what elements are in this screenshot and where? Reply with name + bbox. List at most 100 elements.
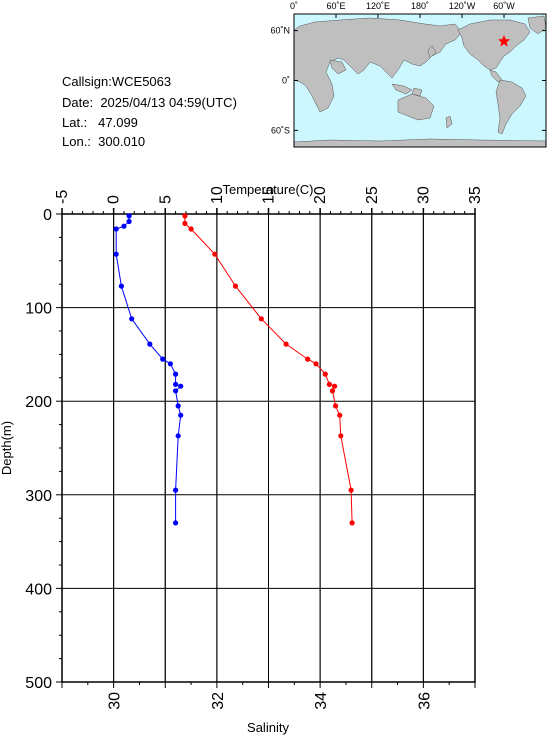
salinity-data-point [126,218,132,225]
series-layer [113,213,355,526]
callsign-label: Callsign: [62,74,112,89]
salinity-data-point [173,487,179,493]
salinity-data-point [167,361,173,367]
temperature-data-point [326,381,332,387]
salinity-profile-line [115,215,182,523]
depth-tick-label: 200 [25,394,52,411]
map-lat-tick-label: 60˚N [270,26,290,36]
lon-value: 300.010 [98,134,146,149]
temperature-data-point [329,388,336,394]
salinity-tick-label: 34 [313,692,330,710]
salinity-data-point [173,520,179,526]
depth-tick-label: 300 [25,488,52,505]
map-lat-tick-label: 60˚S [271,125,290,135]
salinity-axis: 30 32 34 36 [61,682,476,710]
lon-label: Lon.: [62,134,91,149]
temperature-data-point [182,213,188,219]
land-indonesia [391,83,423,97]
temperature-axis: -5 0 5 10 15 20 25 30 35 [54,186,484,214]
temperature-data-point [283,341,289,347]
station-marker [498,34,511,47]
depth-tick-label: 500 [25,675,52,692]
temperature-data-point [182,220,188,226]
land-japan [427,45,437,59]
salinity-data-point [147,341,153,347]
land-south-america [495,79,527,135]
salinity-tick-label: 32 [210,692,227,710]
callsign-line: Callsign:WCE5063 [62,74,171,89]
salinity-data-point [173,388,179,394]
land-antarctica [293,138,547,148]
map-landmasses [293,15,547,148]
temperature-data-point [338,433,344,439]
salinity-data-point [173,381,179,387]
temperature-data-point [333,403,339,409]
map-lon-tick-label: 180˚ [411,1,429,11]
depth-tick-label: 400 [25,581,52,598]
temperature-tick-label: 5 [157,195,174,204]
date-label: Date: [62,95,94,110]
salinity-axis-title: Salinity [247,720,289,735]
depth-tick-label: 100 [25,301,52,318]
land-north-america [457,19,531,71]
date-value: 2025/04/13 04:59(UTC) [100,95,237,110]
salinity-data-point [175,403,181,409]
salinity-tick-label: 30 [107,692,124,710]
temperature-data-point [313,361,319,367]
salinity-data-point [118,283,124,289]
salinity-data-point [178,412,184,418]
temperature-tick-label: 10 [209,186,226,204]
depth-axis-title: Depth(m) [0,421,14,475]
callsign-value: WCE5063 [111,74,172,89]
temperature-axis-title: Temperature(C) [222,182,313,197]
salinity-data-point [126,213,132,219]
temperature-data-point [258,316,264,322]
map-lat-tick-label: 0˚ [282,76,290,86]
temperature-data-point [337,412,343,418]
depth-tick-label: 0 [43,207,52,224]
salinity-data-point [129,316,135,322]
temperature-tick-label: 35 [467,186,484,204]
temperature-tick-label: 30 [415,186,432,204]
temperature-tick-label: 20 [312,186,329,204]
temperature-data-point [232,283,239,289]
salinity-data-point [113,226,119,232]
temperature-tick-label: 15 [261,186,278,204]
salinity-data-point [113,251,119,257]
map-lon-tick-label: 0˚ [290,1,298,11]
temperature-tick-label: 25 [364,186,381,204]
land-australia [397,93,435,121]
map-latitude-ticks: 60˚N 0˚ 60˚S [270,26,546,135]
chart-grid [61,213,476,683]
map-lon-tick-label: 60˚W [493,1,515,11]
temperature-data-point [349,520,355,526]
temperature-data-point [212,251,218,257]
temperature-tick-label: -5 [54,190,71,204]
station-star-icon [498,34,511,47]
salinity-tick-label: 36 [416,692,433,710]
temperature-data-point [322,371,328,377]
world-map: 0˚ 60˚E 120˚E 180˚ 120˚W 60˚W 60˚N 0˚ 60˚S [270,1,547,148]
depth-axis: 0 100 200 300 400 500 [25,207,62,692]
salinity-data-point [175,433,181,439]
land-new-zealand [445,115,453,129]
salinity-data-point [178,383,184,389]
land-arabia [329,59,347,75]
map-lon-tick-label: 60˚E [326,1,345,11]
lon-line: Lon.: 300.010 [62,134,145,149]
temperature-tick-label: 0 [106,195,123,204]
temperature-data-point [305,356,311,362]
land-eurasia-africa [293,17,463,113]
lat-label: Lat.: [62,115,88,130]
temperature-profile-line [184,215,353,523]
lat-line: Lat.: 47.099 [62,115,138,130]
temperature-data-point [332,383,338,389]
salinity-data-point [173,371,179,377]
salinity-data-point [160,356,166,362]
profile-chart: -5 0 5 10 15 20 25 30 35 30 32 34 36 01002003004005… [0,182,484,735]
map-lon-tick-label: 120˚W [449,1,476,11]
salinity-data-point [121,223,127,229]
map-lon-tick-label: 120˚E [366,1,390,11]
date-line: Date: 2025/04/13 04:59(UTC) [62,95,237,110]
